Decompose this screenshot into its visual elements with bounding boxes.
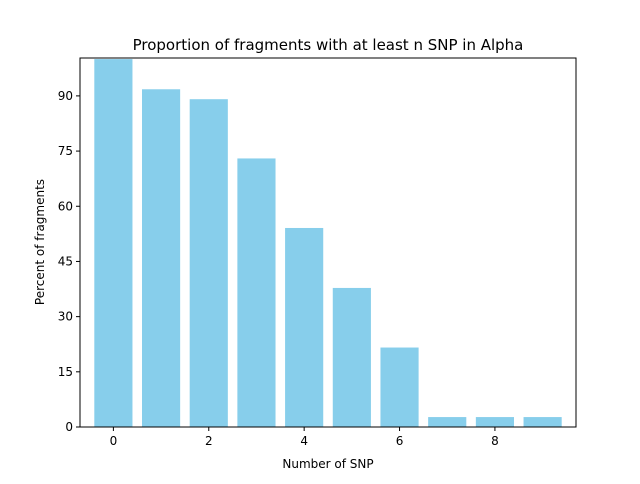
bar-5 xyxy=(332,287,371,427)
plot-frame xyxy=(79,57,577,428)
bar-7 xyxy=(428,417,467,427)
bar-9 xyxy=(523,417,562,427)
x-tick-label-2: 2 xyxy=(205,434,213,448)
x-axis-ticks: 0 2 4 6 8 xyxy=(110,427,499,448)
y-tick-label-0: 0 xyxy=(65,420,73,434)
x-axis-label: Number of SNP xyxy=(282,457,373,471)
y-tick-label-90: 90 xyxy=(58,89,73,103)
bar-0 xyxy=(94,59,133,427)
x-tick-label-6: 6 xyxy=(396,434,404,448)
bar-2 xyxy=(189,99,228,427)
y-tick-label-75: 75 xyxy=(58,144,73,158)
bar-6 xyxy=(380,347,419,427)
y-tick-label-30: 30 xyxy=(58,310,73,324)
bar-1 xyxy=(142,89,181,428)
y-tick-label-45: 45 xyxy=(58,254,73,268)
bar-8 xyxy=(475,417,514,427)
x-tick-label-0: 0 xyxy=(110,434,118,448)
y-tick-label-60: 60 xyxy=(58,199,73,213)
bar-4 xyxy=(285,227,324,427)
bars-layer xyxy=(94,59,562,428)
y-axis-label: Percent of fragments xyxy=(33,179,47,305)
y-axis-ticks: 0 15 30 45 60 75 90 xyxy=(58,89,80,434)
y-tick-label-15: 15 xyxy=(58,365,73,379)
bar-3 xyxy=(237,158,276,427)
x-tick-label-4: 4 xyxy=(300,434,308,448)
x-tick-label-8: 8 xyxy=(491,434,499,448)
chart-title: Proportion of fragments with at least n … xyxy=(133,36,524,54)
